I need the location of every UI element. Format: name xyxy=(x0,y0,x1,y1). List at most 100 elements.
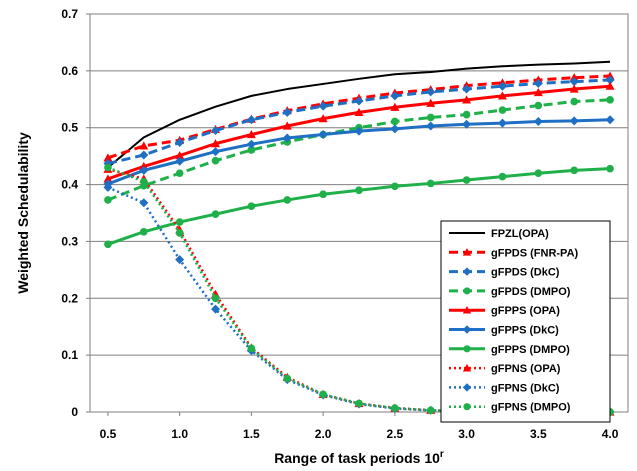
data-point xyxy=(246,115,256,125)
legend-entry: gFPNS (DkC) xyxy=(449,382,560,394)
data-point xyxy=(319,190,327,199)
data-point xyxy=(426,98,436,107)
data-point xyxy=(354,107,364,116)
data-point xyxy=(570,166,579,175)
data-point xyxy=(319,390,327,399)
data-point xyxy=(533,78,543,88)
data-point xyxy=(497,81,507,91)
series-gfpps-opa xyxy=(103,81,615,183)
data-point xyxy=(246,130,256,139)
y-tick-label: 0.7 xyxy=(61,7,78,21)
legend-entry: gFPDS (DMPO) xyxy=(449,286,571,298)
data-point xyxy=(104,163,112,172)
y-tick-label: 0.6 xyxy=(61,64,78,78)
data-point xyxy=(569,84,579,93)
data-point xyxy=(390,124,400,134)
legend-label: gFPPS (OPA) xyxy=(491,305,560,317)
data-point xyxy=(569,116,579,126)
y-axis-title: Weighted Schedulability xyxy=(15,132,31,294)
legend: FPZL(OPA) gFPDS (FNR-PA) gFPDS (DkC) gFPDS … xyxy=(440,220,611,423)
series-gfpps-dkc xyxy=(103,115,615,189)
data-point xyxy=(426,121,436,131)
data-point xyxy=(426,113,435,122)
data-point xyxy=(246,139,256,149)
data-point xyxy=(211,126,221,136)
data-point xyxy=(390,102,400,111)
data-point xyxy=(139,177,148,186)
data-point xyxy=(175,151,185,160)
data-point xyxy=(354,126,364,136)
data-point xyxy=(283,196,292,204)
data-point xyxy=(533,116,543,126)
legend-marker xyxy=(462,363,472,372)
data-point xyxy=(462,110,471,119)
data-point xyxy=(139,198,149,208)
data-point xyxy=(283,374,292,383)
data-point xyxy=(355,186,363,195)
data-point xyxy=(211,156,220,165)
x-axis-title-main: Range of task periods 10 xyxy=(274,450,440,466)
legend-entry: gFPPS (DkC) xyxy=(449,325,559,337)
legend-entry: gFPPS (DMPO) xyxy=(449,344,570,356)
data-point xyxy=(211,139,221,148)
data-point xyxy=(606,96,614,104)
legend-label: gFPNS (OPA) xyxy=(491,363,561,375)
legend-entry: gFPNS (DMPO) xyxy=(449,402,571,414)
legend-label: FPZL(OPA) xyxy=(491,228,549,240)
legend-marker xyxy=(462,325,472,334)
legend-marker xyxy=(463,287,471,295)
series-line xyxy=(107,186,611,414)
data-point xyxy=(390,91,400,101)
data-point xyxy=(426,406,435,415)
x-tick-label: 3.0 xyxy=(458,427,475,441)
data-point xyxy=(391,404,399,412)
data-point xyxy=(426,179,435,188)
data-point xyxy=(497,118,507,128)
data-point xyxy=(247,344,256,353)
legend-marker xyxy=(462,248,472,256)
data-point xyxy=(498,106,507,114)
data-point xyxy=(175,169,184,178)
data-point xyxy=(534,101,543,110)
data-point xyxy=(605,115,615,125)
y-tick-label: 0.5 xyxy=(61,121,78,135)
legend-marker xyxy=(463,403,471,411)
data-point xyxy=(211,147,221,157)
x-tick-label: 0.5 xyxy=(100,427,117,441)
data-point xyxy=(175,229,184,237)
data-point xyxy=(462,95,472,104)
data-point xyxy=(175,255,185,265)
series-gfpds-dkc xyxy=(103,75,615,169)
legend-entry: gFPPS (OPA) xyxy=(449,305,560,317)
data-point xyxy=(533,87,543,97)
legend-marker xyxy=(463,345,471,353)
data-point xyxy=(391,182,399,191)
data-point xyxy=(139,150,149,160)
legend-label: gFPDS (DMPO) xyxy=(491,286,571,298)
legend-entry: gFPNS (OPA) xyxy=(449,363,561,375)
y-axis-ticks: 0 0.1 0.2 0.3 0.4 0.5 0.6 0.7 xyxy=(61,7,90,419)
x-axis-title-superscript: r xyxy=(440,449,444,460)
data-point xyxy=(569,77,579,87)
data-point xyxy=(211,294,220,303)
data-point xyxy=(282,133,292,143)
x-axis-title: Range of task periods 10r xyxy=(274,449,444,466)
data-point xyxy=(247,202,256,211)
x-tick-label: 1.0 xyxy=(171,427,188,441)
data-point xyxy=(103,174,113,183)
data-point xyxy=(534,169,543,178)
x-tick-label: 3.5 xyxy=(530,427,547,441)
x-tick-label: 2.0 xyxy=(315,427,332,441)
data-point xyxy=(282,107,292,117)
data-point xyxy=(462,176,471,184)
y-tick-label: 0 xyxy=(71,405,78,419)
legend-entry: FPZL(OPA) xyxy=(449,228,549,240)
legend-label: gFPPS (DMPO) xyxy=(491,344,570,356)
data-point xyxy=(139,165,149,175)
legend-marker xyxy=(462,306,472,314)
data-point xyxy=(606,164,614,173)
data-point xyxy=(175,137,185,147)
data-point xyxy=(175,156,185,166)
data-point xyxy=(139,227,148,236)
y-tick-label: 0.4 xyxy=(61,178,78,192)
